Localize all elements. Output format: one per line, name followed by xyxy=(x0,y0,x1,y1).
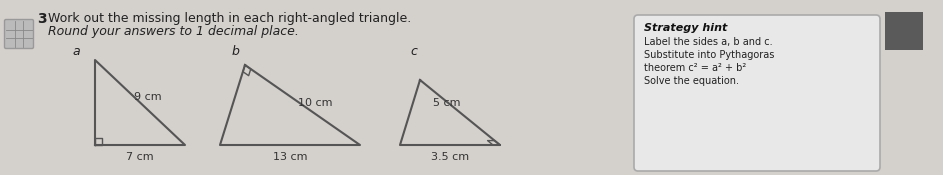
Bar xyxy=(885,12,923,50)
Text: b: b xyxy=(232,45,240,58)
Text: Solve the equation.: Solve the equation. xyxy=(644,76,739,86)
Text: Work out the missing length in each right-angled triangle.: Work out the missing length in each righ… xyxy=(48,12,411,25)
Text: 5 cm: 5 cm xyxy=(433,98,461,108)
Text: theorem c² = a² + b²: theorem c² = a² + b² xyxy=(644,63,746,73)
Text: a: a xyxy=(72,45,79,58)
Text: 13 cm: 13 cm xyxy=(273,152,307,162)
Text: Round your answers to 1 decimal place.: Round your answers to 1 decimal place. xyxy=(48,25,299,38)
Text: 3.5 cm: 3.5 cm xyxy=(431,152,469,162)
FancyBboxPatch shape xyxy=(5,19,34,48)
Text: Strategy hint: Strategy hint xyxy=(644,23,727,33)
Text: Label the sides a, b and c.: Label the sides a, b and c. xyxy=(644,37,772,47)
Text: 10 cm: 10 cm xyxy=(298,98,332,108)
FancyBboxPatch shape xyxy=(634,15,880,171)
Text: Substitute into Pythagoras: Substitute into Pythagoras xyxy=(644,50,774,60)
Text: 7 cm: 7 cm xyxy=(126,152,154,162)
Text: 9 cm: 9 cm xyxy=(134,92,162,102)
Text: 3: 3 xyxy=(37,12,46,26)
Text: c: c xyxy=(410,45,417,58)
